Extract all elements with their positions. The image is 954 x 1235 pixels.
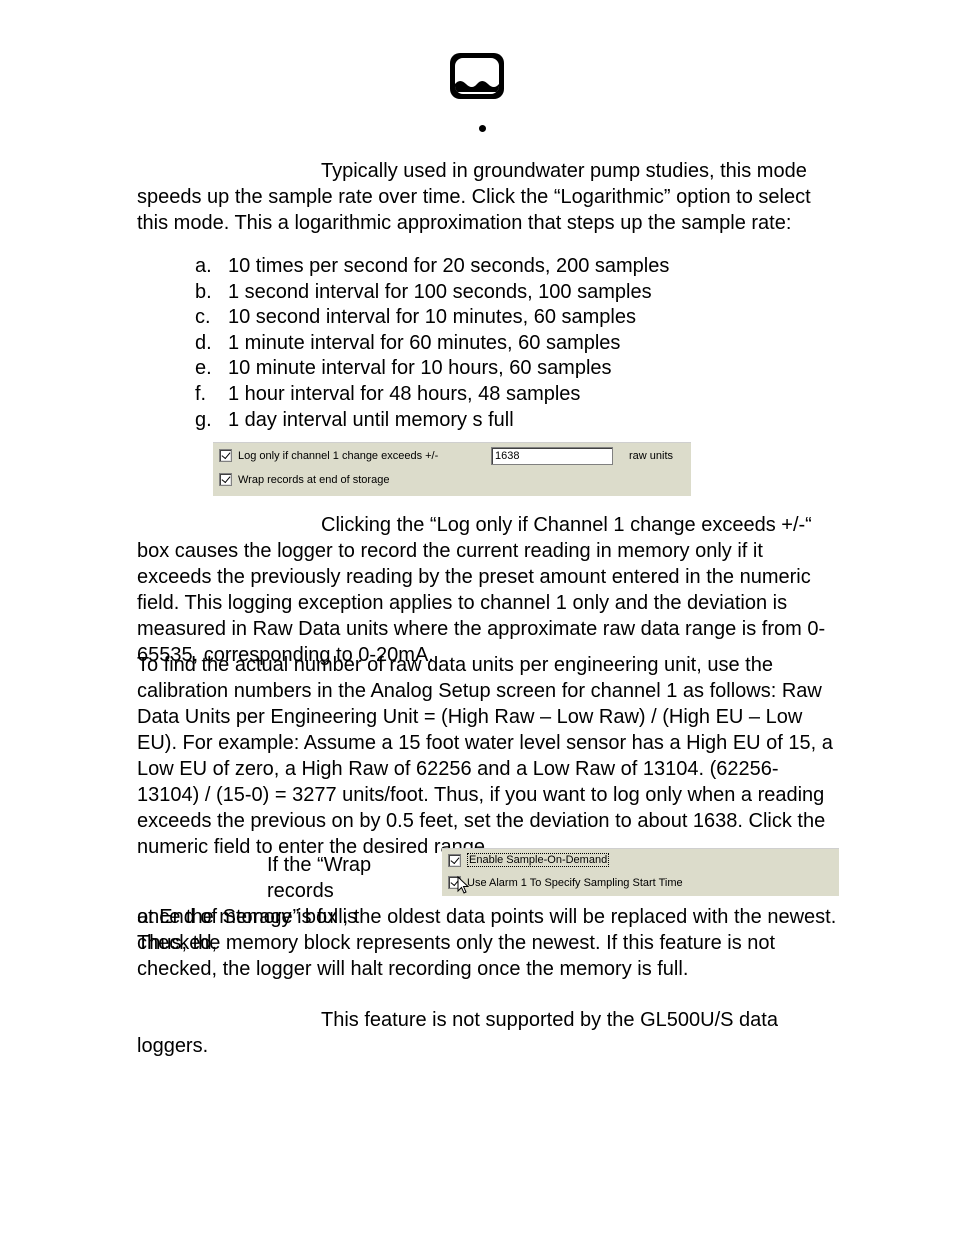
list-text: 1 second interval for 100 seconds, 100 s… <box>228 280 652 306</box>
text: To find the actual number of raw data un… <box>137 654 833 858</box>
page: Typically used in groundwater pump studi… <box>0 0 954 1235</box>
list-marker: f. <box>195 382 228 408</box>
list-text: 1 day interval until memory s full <box>228 408 514 434</box>
list-item: f.1 hour interval for 48 hours, 48 sampl… <box>195 382 835 408</box>
paragraph-log-exception: Clicking the “Log only if Channel 1 chan… <box>137 512 837 668</box>
list-text: 10 minute interval for 10 hours, 60 samp… <box>228 356 612 382</box>
list-marker: e. <box>195 356 228 382</box>
bullet-icon <box>479 125 486 132</box>
text: once the memory is full, the oldest data… <box>137 906 836 980</box>
sample-rate-list: a.10 times per second for 20 seconds, 20… <box>195 254 835 433</box>
enable-sod-label: Enable Sample-On-Demand <box>467 853 609 867</box>
text: Typically used in groundwater pump studi… <box>137 160 811 234</box>
list-item: g.1 day interval until memory s full <box>195 408 835 434</box>
sample-on-demand-panel: Enable Sample-On-Demand Use Alarm 1 To S… <box>442 848 839 896</box>
list-item: e.10 minute interval for 10 hours, 60 sa… <box>195 356 835 382</box>
use-alarm1-checkbox[interactable] <box>448 876 461 889</box>
list-item: c.10 second interval for 10 minutes, 60 … <box>195 305 835 331</box>
use-alarm1-label: Use Alarm 1 To Specify Sampling Start Ti… <box>467 877 683 889</box>
list-text: 10 times per second for 20 seconds, 200 … <box>228 254 669 280</box>
logo-wrap <box>0 53 954 99</box>
list-item: a.10 times per second for 20 seconds, 20… <box>195 254 835 280</box>
list-text: 1 hour interval for 48 hours, 48 samples <box>228 382 580 408</box>
text: This feature is not supported by the GL5… <box>137 1009 778 1057</box>
list-marker: c. <box>195 305 228 331</box>
log-only-if-row: Log only if channel 1 change exceeds +/- <box>219 449 438 462</box>
enable-sod-row: Enable Sample-On-Demand <box>448 853 609 867</box>
paragraph-raw-units-calc: To find the actual number of raw data un… <box>137 652 837 860</box>
text: Clicking the “Log only if Channel 1 chan… <box>137 514 825 666</box>
wrap-records-row: Wrap records at end of storage <box>219 473 389 486</box>
wrap-records-checkbox[interactable] <box>219 473 232 486</box>
wrap-records-label: Wrap records at end of storage <box>238 474 389 486</box>
list-text: 1 minute interval for 60 minutes, 60 sam… <box>228 331 620 357</box>
list-marker: b. <box>195 280 228 306</box>
raw-units-label: raw units <box>629 450 673 462</box>
use-alarm1-row: Use Alarm 1 To Specify Sampling Start Ti… <box>448 876 683 889</box>
paragraph-wrap-records-body: once the memory is full, the oldest data… <box>137 904 837 982</box>
list-item: d.1 minute interval for 60 minutes, 60 s… <box>195 331 835 357</box>
list-marker: g. <box>195 408 228 434</box>
list-marker: d. <box>195 331 228 357</box>
log-only-if-checkbox[interactable] <box>219 449 232 462</box>
log-only-if-label: Log only if channel 1 change exceeds +/- <box>238 450 438 462</box>
text-line1: If the “Wrap records <box>137 852 437 904</box>
paragraph-logarithmic-intro: Typically used in groundwater pump studi… <box>137 158 837 236</box>
brand-logo-icon <box>450 53 504 99</box>
list-item: b.1 second interval for 100 seconds, 100… <box>195 280 835 306</box>
paragraph-not-supported: This feature is not supported by the GL5… <box>137 1007 837 1059</box>
log-options-panel: Log only if channel 1 change exceeds +/-… <box>213 442 691 496</box>
deviation-input[interactable] <box>491 447 613 465</box>
list-text: 10 second interval for 10 minutes, 60 sa… <box>228 305 636 331</box>
list-marker: a. <box>195 254 228 280</box>
enable-sod-checkbox[interactable] <box>448 854 461 867</box>
